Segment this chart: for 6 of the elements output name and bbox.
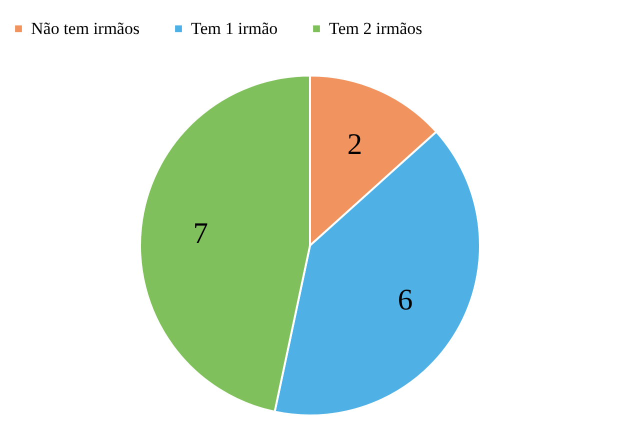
data-label: 7 <box>193 217 208 250</box>
legend-label: Não tem irmãos <box>31 18 140 38</box>
legend-label: Tem 2 irmãos <box>329 18 422 38</box>
data-label: 2 <box>347 128 362 162</box>
legend-label: Tem 1 irmão <box>191 18 278 38</box>
data-label: 6 <box>398 284 413 316</box>
